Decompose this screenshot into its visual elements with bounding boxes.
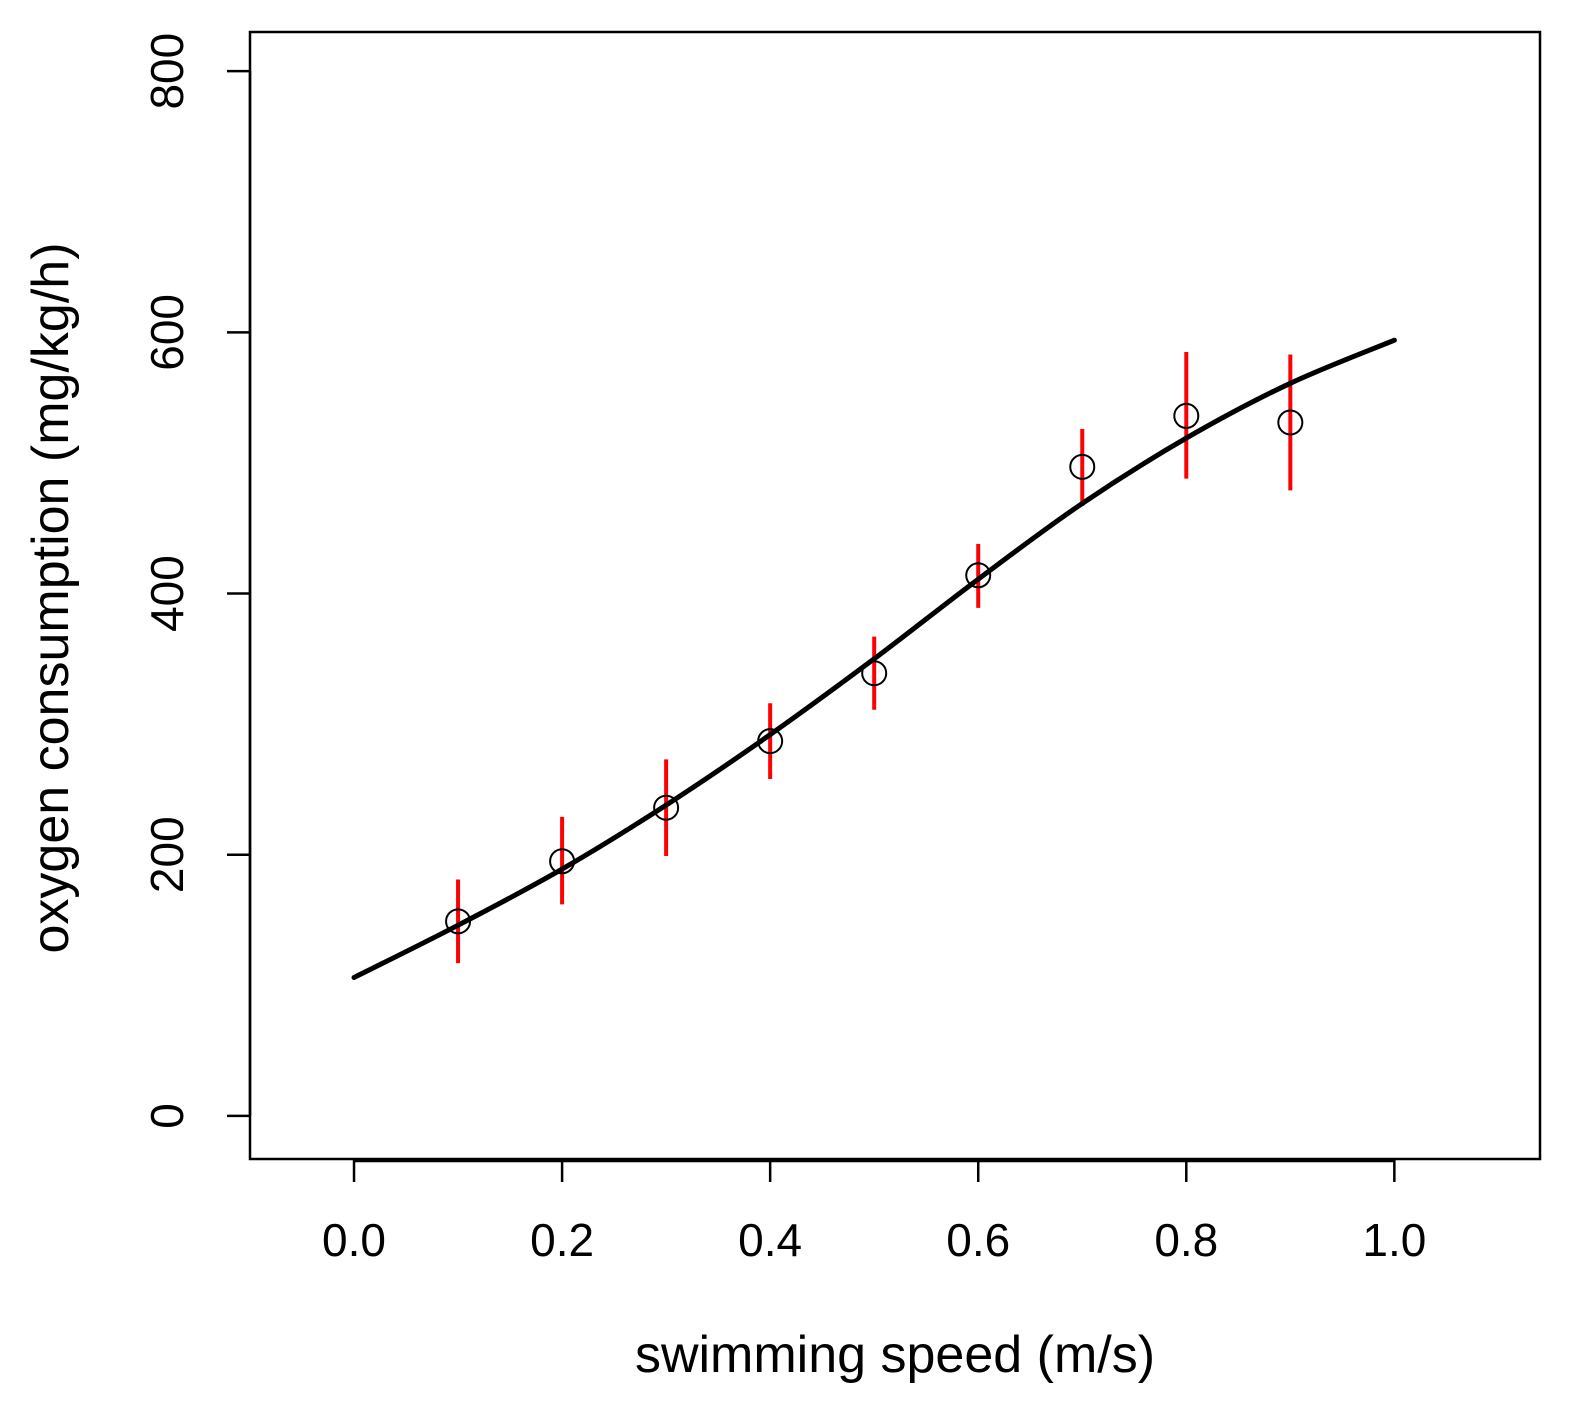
data-point <box>1173 402 1200 429</box>
y-tick-label: 0 <box>141 1103 193 1129</box>
y-tick-label: 800 <box>141 33 193 110</box>
x-tick-label: 0.6 <box>946 1214 1010 1266</box>
plot-frame <box>248 30 1542 1161</box>
data-point <box>757 728 784 755</box>
data-point <box>1069 453 1096 480</box>
y-tick-label: 400 <box>141 555 193 632</box>
x-axis-title: swimming speed (m/s) <box>635 1326 1155 1384</box>
data-point <box>861 660 888 687</box>
x-tick-label: 0.0 <box>322 1214 386 1266</box>
fitted-curve <box>351 337 1397 980</box>
y-tick-label: 200 <box>141 816 193 893</box>
data-points <box>445 402 1304 935</box>
x-tick-label: 0.4 <box>738 1214 802 1266</box>
x-tick-label: 0.8 <box>1154 1214 1218 1266</box>
data-point <box>965 562 992 589</box>
y-axis-title: oxygen consumption (mg/kg/h) <box>22 242 80 953</box>
fitted-curve-layer <box>351 337 1397 980</box>
x-tick-label: 1.0 <box>1362 1214 1426 1266</box>
error-bars <box>456 351 1293 964</box>
x-tick-label: 0.2 <box>530 1214 594 1266</box>
x-axis: 0.0 0.2 0.4 0.6 0.8 1.0 <box>322 1159 1426 1266</box>
y-axis: 0 200 400 600 800 <box>141 33 252 1129</box>
y-tick-label: 600 <box>141 294 193 371</box>
data-point <box>549 848 576 875</box>
data-point <box>653 794 680 821</box>
data-point <box>445 908 472 935</box>
data-point <box>1277 409 1304 436</box>
